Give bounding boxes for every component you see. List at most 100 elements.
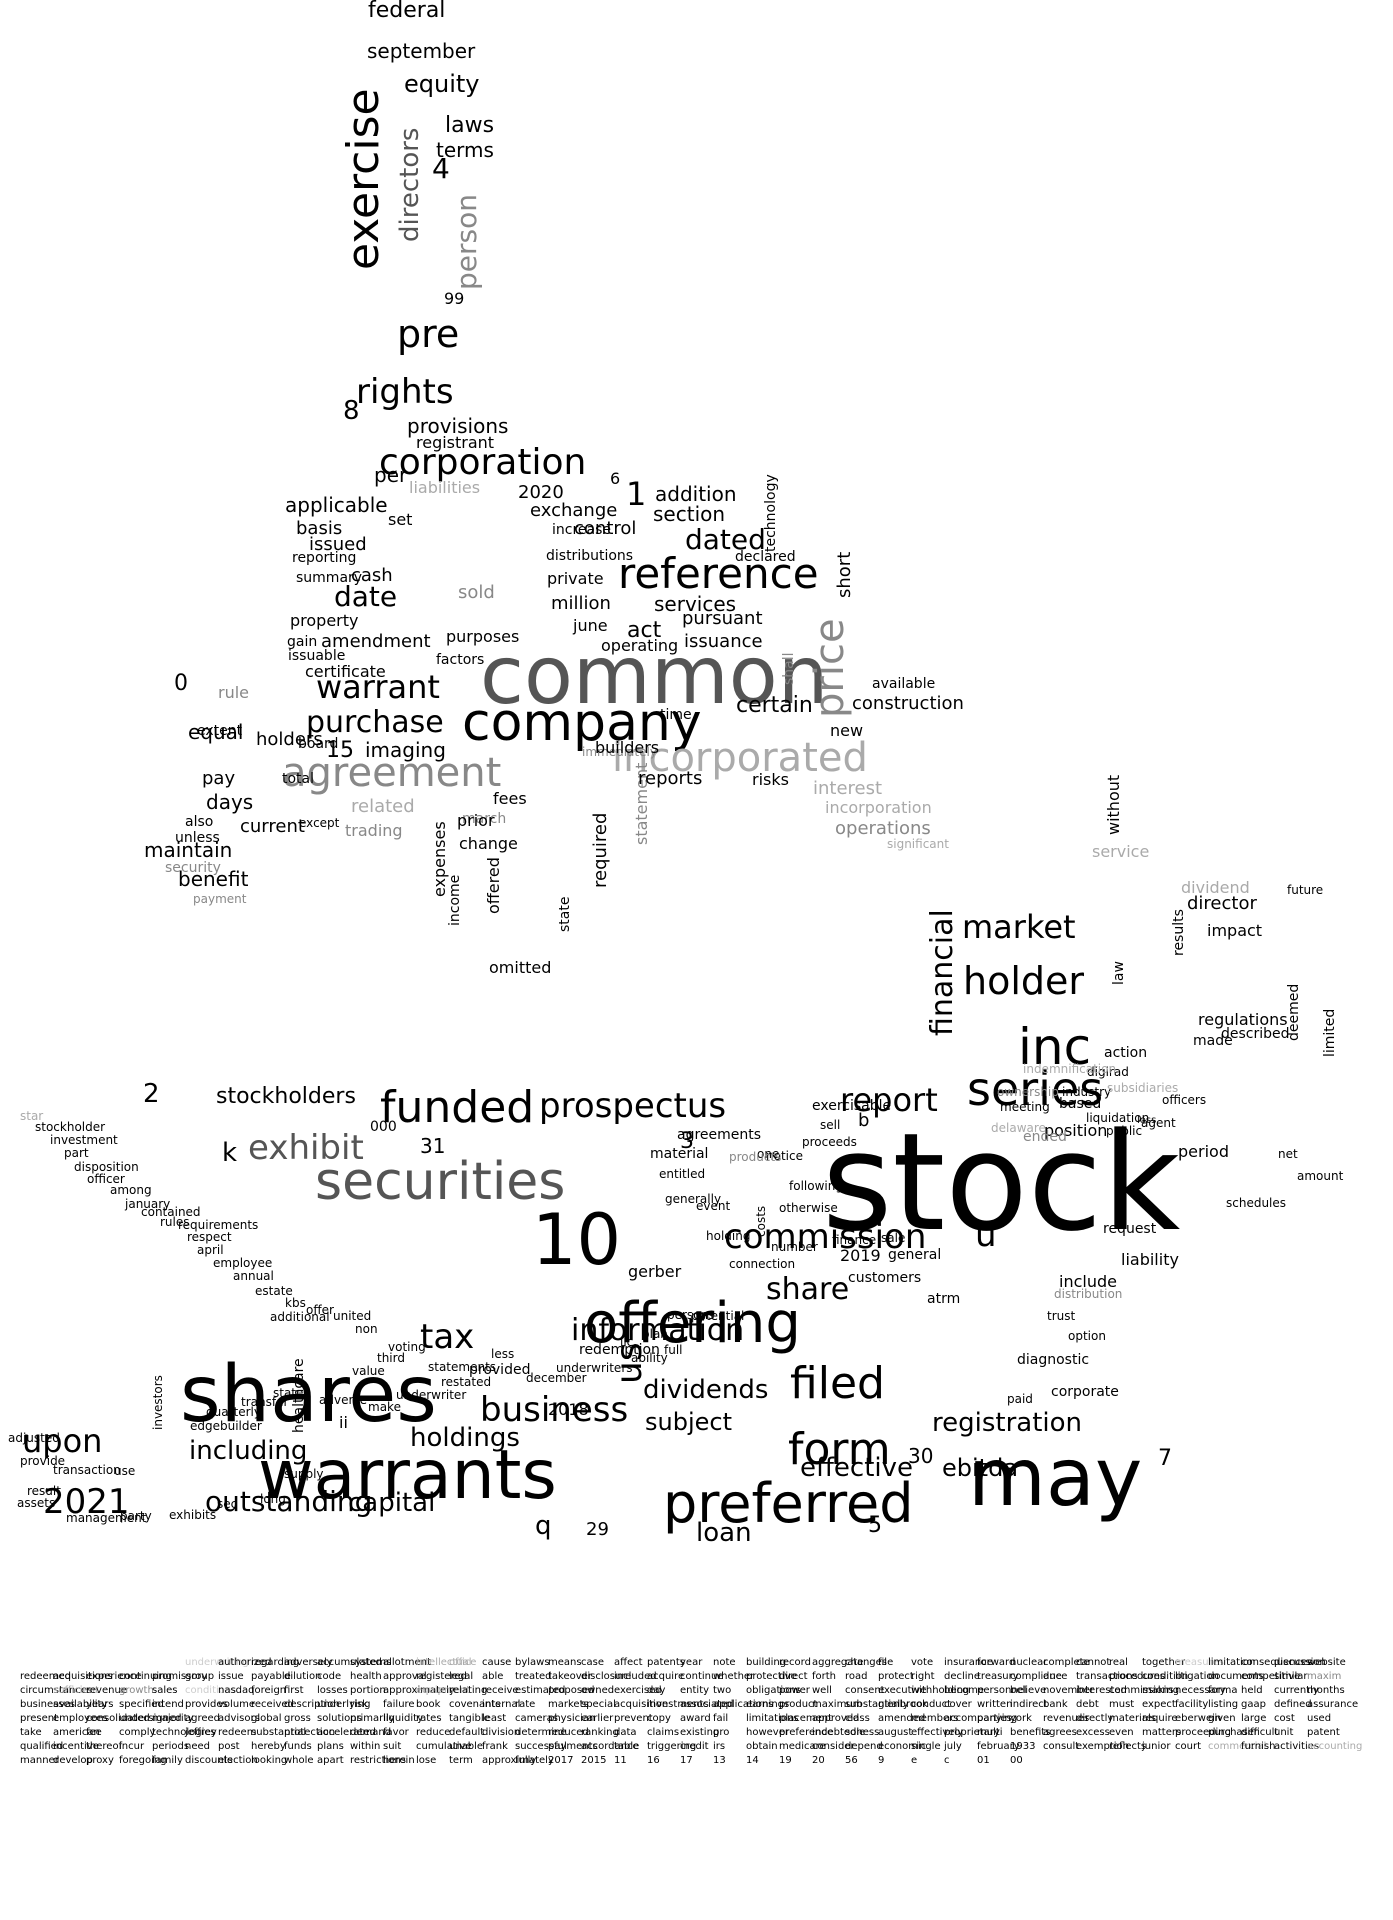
cloud-word: risks <box>752 770 789 789</box>
cloud-word: amendment <box>321 631 431 652</box>
cloud-word: obligations <box>746 1685 801 1696</box>
cloud-word: sec <box>217 1497 238 1511</box>
cloud-word: glenbrook <box>878 1699 928 1710</box>
cloud-word: consolidated <box>86 1713 150 1724</box>
cloud-word: payable <box>251 1671 291 1682</box>
cloud-word: new <box>830 721 864 740</box>
cloud-word: services <box>654 592 737 616</box>
cloud-word: pursuant <box>682 608 763 629</box>
cloud-word: officer <box>87 1172 125 1186</box>
cloud-word: whether <box>713 1671 755 1682</box>
cloud-word: ended <box>1023 1129 1067 1145</box>
cloud-word: party <box>120 1509 152 1523</box>
cloud-word: 5 <box>868 1513 882 1538</box>
cloud-word: discussion <box>1274 1657 1326 1668</box>
cloud-word: per <box>374 463 408 487</box>
cloud-word: august <box>878 1727 913 1738</box>
cloud-word: patent <box>1307 1727 1340 1738</box>
cloud-word: dividend <box>1181 878 1250 897</box>
cloud-word: table <box>614 1741 640 1752</box>
cloud-word: kbs <box>285 1296 306 1310</box>
cloud-word: rate <box>515 1699 536 1710</box>
cloud-word: foregoing <box>119 1755 167 1766</box>
cloud-word: control <box>574 518 637 539</box>
cloud-word: position <box>1044 1121 1108 1140</box>
cloud-word: february <box>977 1741 1020 1752</box>
cloud-word: continuing <box>119 1671 172 1682</box>
cloud-word: total <box>282 771 315 787</box>
cloud-word: fully <box>515 1755 537 1766</box>
cloud-word: experience <box>86 1671 142 1682</box>
cloud-word: million <box>551 593 611 614</box>
cloud-word: november <box>1043 1685 1094 1696</box>
cloud-word: corporation <box>379 442 587 483</box>
cloud-word: decline <box>944 1671 981 1682</box>
cloud-word: limitations <box>746 1713 799 1724</box>
cloud-word: insurance <box>944 1657 993 1668</box>
cloud-word: june <box>573 616 608 635</box>
cloud-word: sell <box>820 1118 841 1132</box>
cloud-word: offering <box>584 1291 801 1356</box>
cloud-word: proposed <box>548 1685 595 1696</box>
cloud-word: funded <box>380 1082 535 1133</box>
cloud-word: conduct <box>911 1699 952 1710</box>
cloud-word: material <box>650 1146 709 1162</box>
cloud-word: property <box>290 611 359 630</box>
cloud-word: members <box>911 1713 959 1724</box>
cloud-word: value <box>352 1364 385 1378</box>
cloud-word: directors <box>395 127 425 242</box>
cloud-word: regarding <box>251 1657 300 1668</box>
cloud-word: offer <box>306 1303 334 1317</box>
cloud-word: stockholder <box>35 1120 106 1134</box>
cloud-word: warrants <box>258 1436 557 1515</box>
cloud-word: cameras <box>515 1713 558 1724</box>
cloud-word: 2021 <box>43 1482 130 1522</box>
cloud-word: meeting <box>1000 1100 1050 1114</box>
cloud-word: cover <box>944 1699 972 1710</box>
cloud-word: assurance <box>1307 1699 1359 1710</box>
cloud-word: limited <box>1322 1008 1338 1057</box>
cloud-word: filed <box>790 1358 885 1409</box>
cloud-word: form <box>788 1424 891 1475</box>
cloud-word: sole <box>845 1727 866 1738</box>
cloud-word: patents <box>647 1657 686 1668</box>
cloud-word: public <box>1106 1124 1143 1138</box>
cloud-word: rule <box>218 683 250 702</box>
cloud-word: described <box>1221 1026 1290 1042</box>
cloud-word: underwriters <box>556 1361 633 1375</box>
cloud-word: entitled <box>659 1167 706 1181</box>
cloud-word: future <box>1287 883 1324 897</box>
cloud-word: days <box>206 790 254 814</box>
cloud-word: years <box>86 1699 114 1710</box>
cloud-word: non <box>355 1322 378 1336</box>
cloud-word: systems <box>350 1657 392 1668</box>
cloud-word: 56 <box>845 1755 858 1766</box>
cloud-word: excess <box>1076 1727 1110 1738</box>
cloud-word: volume <box>218 1699 256 1710</box>
cloud-word: nuclear <box>1010 1657 1048 1668</box>
cloud-word: periods <box>152 1741 190 1752</box>
cloud-word: 2020 <box>518 482 564 503</box>
cloud-word: limitation <box>1208 1657 1256 1668</box>
cloud-word: present <box>20 1713 59 1724</box>
cloud-word: dividends <box>643 1375 769 1405</box>
cloud-word: unless <box>175 830 220 846</box>
cloud-word: expect <box>1142 1699 1176 1710</box>
cloud-word: reflects <box>1109 1741 1147 1752</box>
cloud-word: subject <box>645 1408 732 1436</box>
cloud-word: need <box>185 1741 210 1752</box>
cloud-word: estate <box>255 1284 293 1298</box>
cloud-word: ebitda <box>942 1454 1019 1482</box>
cloud-word: disposition <box>74 1160 139 1174</box>
cloud-word: affect <box>614 1657 643 1668</box>
cloud-word: july <box>944 1741 962 1752</box>
cloud-word: respect <box>187 1230 232 1244</box>
cloud-word: tangible <box>449 1713 490 1724</box>
cloud-word: award <box>680 1713 711 1724</box>
cloud-word: direct <box>779 1671 808 1682</box>
cloud-word: materials <box>1109 1713 1156 1724</box>
cloud-word: qualified <box>20 1741 64 1752</box>
cloud-word: physician <box>548 1713 596 1724</box>
cloud-word: estimated <box>515 1685 566 1696</box>
cloud-word: q <box>535 1511 552 1541</box>
